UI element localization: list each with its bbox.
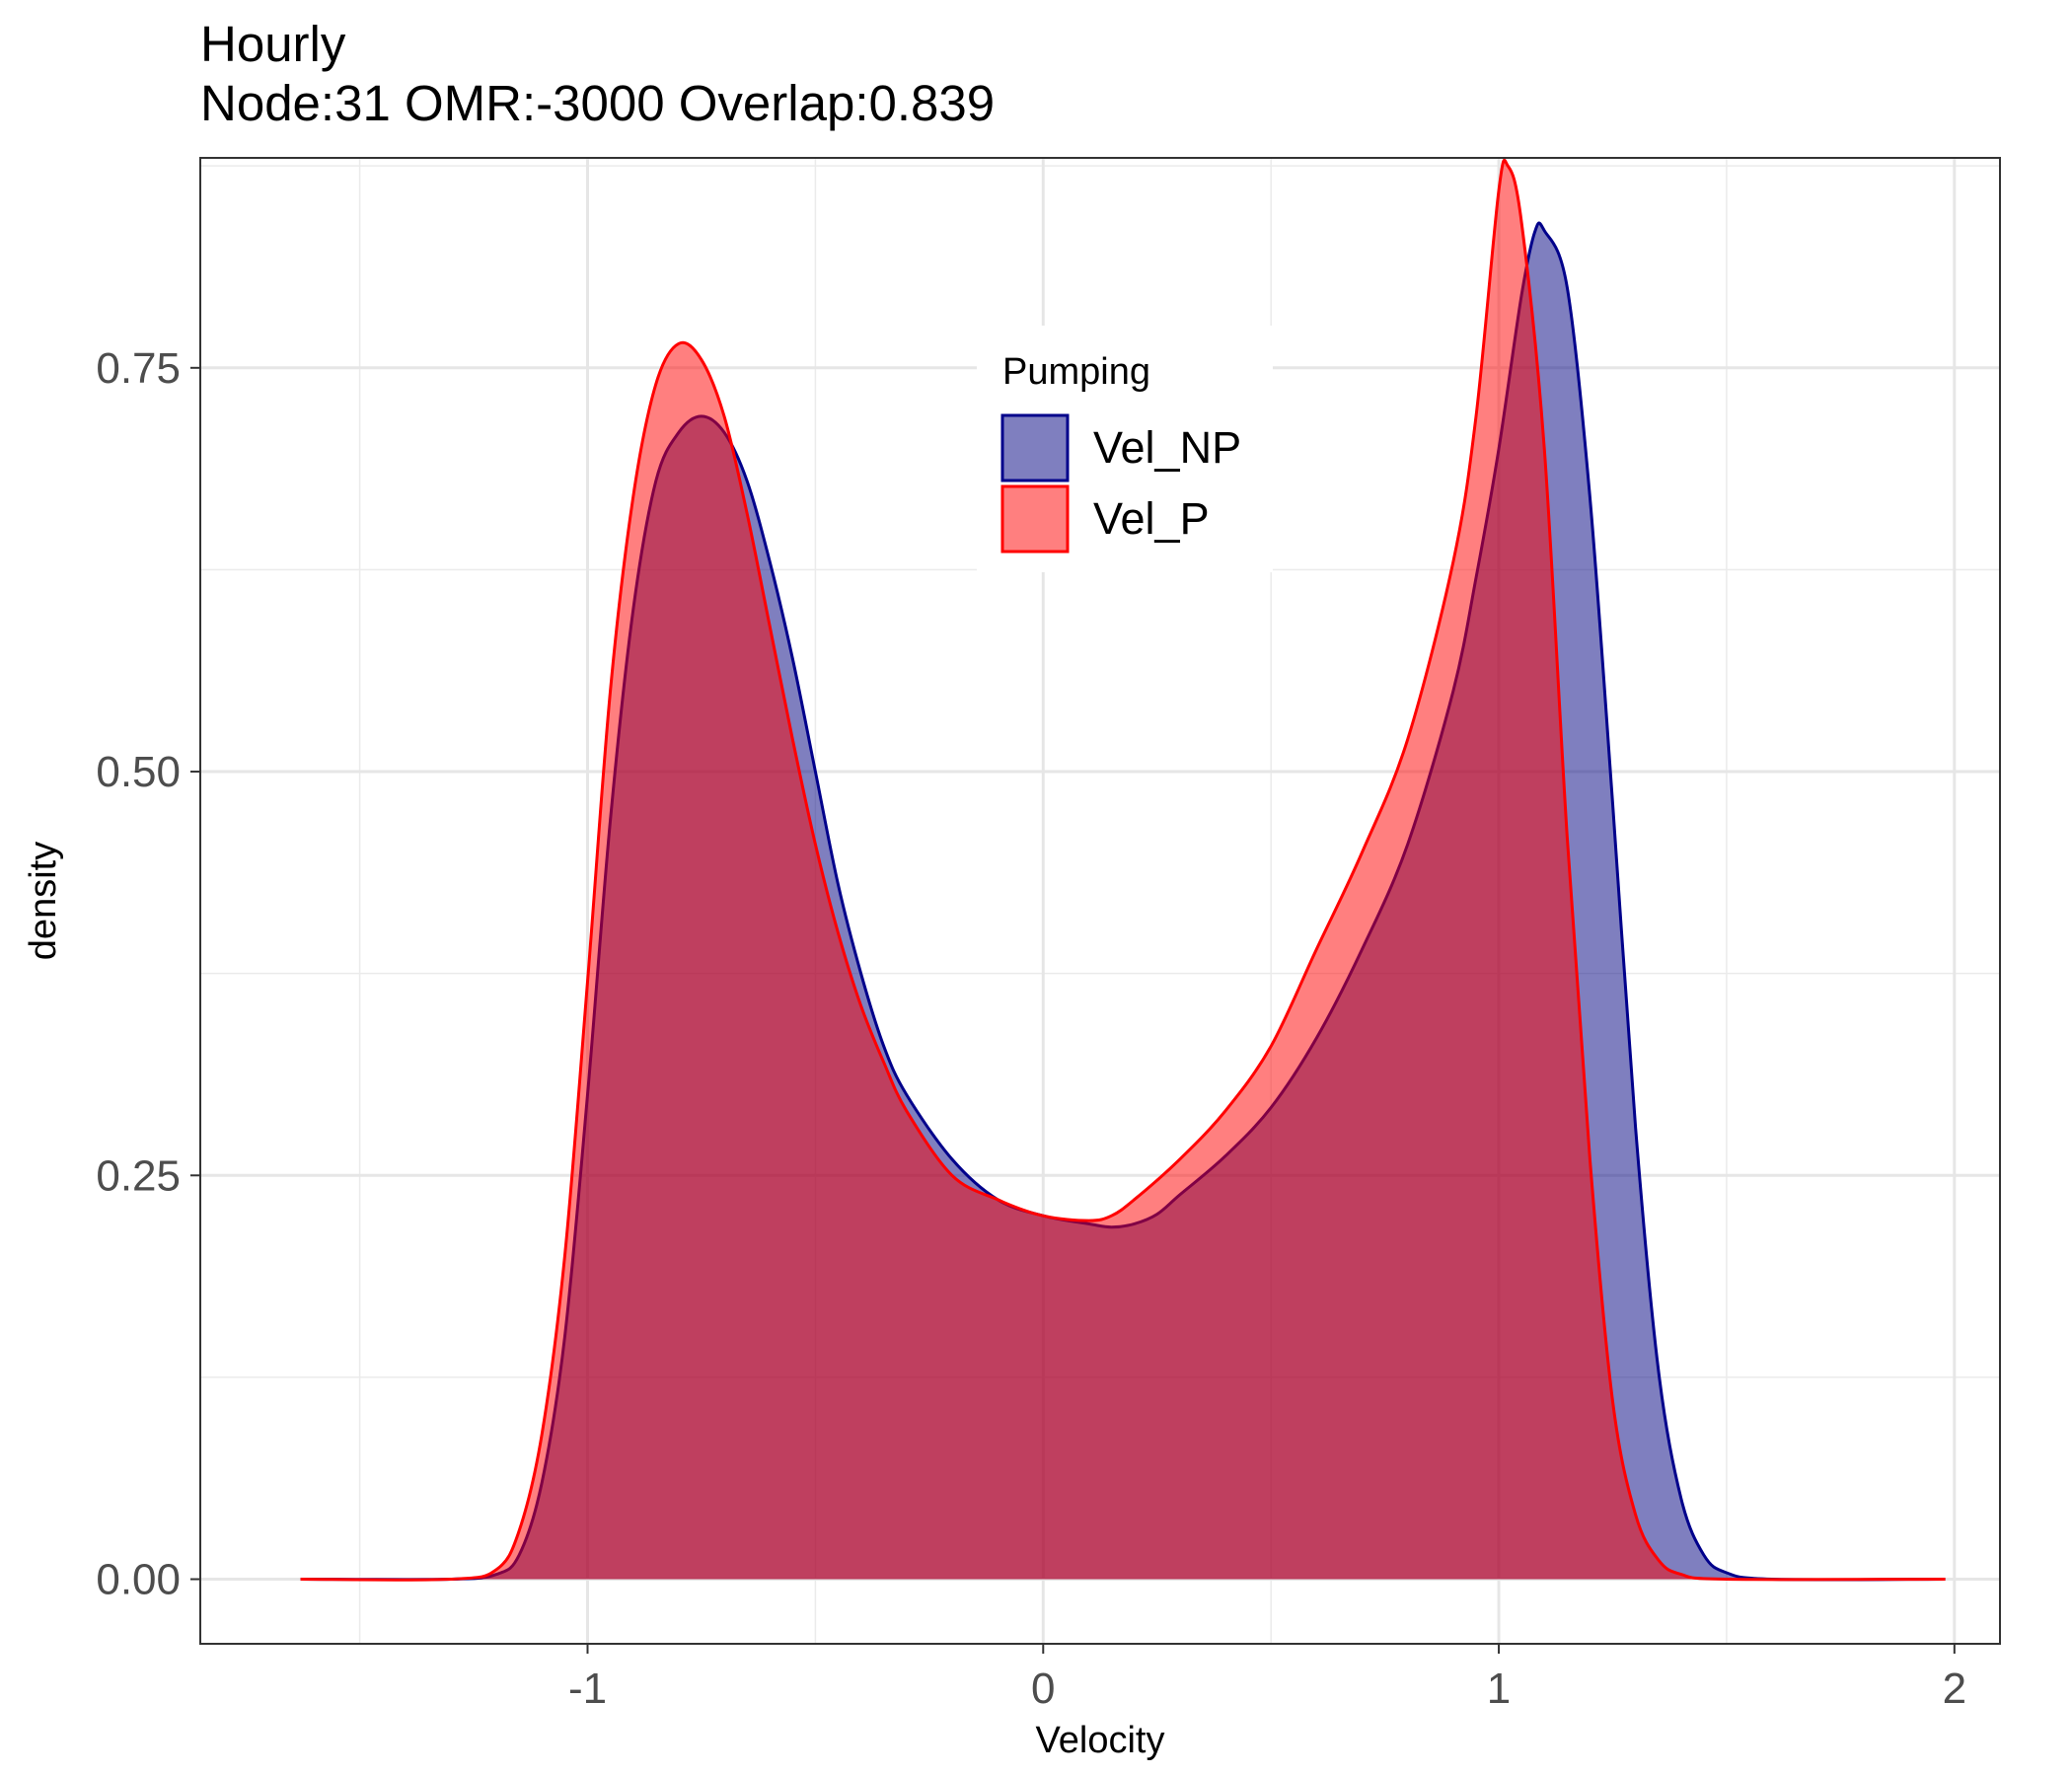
- y-axis: 0.00 0.25 0.50 0.75: [96, 344, 200, 1604]
- y-tick-label: 0.00: [96, 1556, 181, 1604]
- y-tick-label: 0.50: [96, 748, 181, 796]
- chart-subtitle: Node:31 OMR:-3000 Overlap:0.839: [200, 75, 995, 131]
- y-tick-label: 0.75: [96, 344, 181, 393]
- chart-title: Hourly: [200, 16, 346, 72]
- y-tick-label: 0.25: [96, 1151, 181, 1200]
- legend-key-vel-p: [1000, 484, 1070, 554]
- x-axis-title: Velocity: [1036, 1720, 1165, 1761]
- legend-title: Pumping: [1002, 351, 1150, 393]
- legend: Pumping Vel_NP Vel_P: [977, 326, 1273, 572]
- legend-label-vel-p: Vel_P: [1093, 493, 1210, 544]
- legend-label-vel-np: Vel_NP: [1093, 422, 1241, 473]
- panel-border: [199, 157, 2001, 1645]
- density-line-vel-p: [300, 158, 1946, 1582]
- legend-key-vel-np: [1000, 413, 1070, 482]
- x-tick-label: 2: [1943, 1665, 1966, 1713]
- y-axis-title: density: [23, 842, 64, 960]
- x-tick-label: 0: [1031, 1665, 1055, 1713]
- plot-panel: [199, 157, 2001, 1645]
- x-tick-label: 1: [1487, 1665, 1511, 1713]
- x-tick-label: -1: [568, 1665, 607, 1713]
- x-axis: -1 0 1 2: [568, 1644, 1966, 1713]
- density-areas: [300, 158, 1946, 1582]
- density-area-vel-p: [300, 160, 1946, 1581]
